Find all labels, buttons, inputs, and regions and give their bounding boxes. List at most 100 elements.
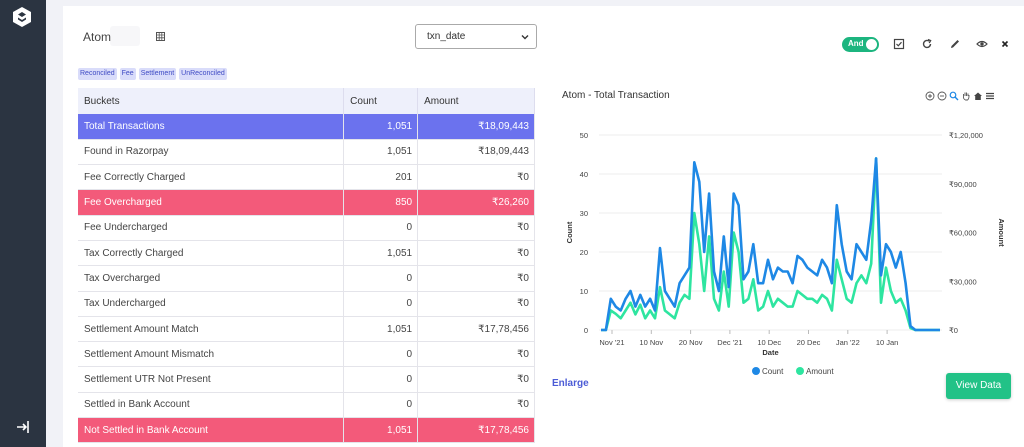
amount-cell: ₹0 — [417, 341, 535, 368]
filter-chip-reconciled[interactable]: Reconciled — [78, 68, 117, 80]
count-cell: 0 — [343, 341, 419, 368]
chart-title: Atom - Total Transaction — [562, 90, 670, 101]
amount-cell: ₹0 — [417, 164, 535, 191]
and-toggle[interactable]: And — [842, 37, 879, 52]
filter-chip-fee[interactable]: Fee — [119, 68, 136, 80]
table-row[interactable]: Total Transactions 1,051 ₹18,09,443 — [78, 114, 535, 140]
amount-cell: ₹0 — [417, 392, 535, 419]
y-right-tick-label: ₹1,20,000 — [949, 131, 983, 140]
table-row[interactable]: Found in Razorpay 1,051 ₹18,09,443 — [78, 139, 535, 166]
toggle-label: And — [848, 39, 864, 48]
bucket-cell: Tax Correctly Charged — [78, 240, 345, 267]
transaction-chart: 0 10 20 30 40 50 ₹0 ₹30,000 ₹60,000 ₹90,000 ₹1,20,… — [565, 131, 1006, 376]
filter-chips: Reconciled Fee Settlement UnReconciled — [78, 68, 227, 80]
x-tick-label: 10 Jan — [876, 338, 899, 347]
app-name: Atom — [83, 30, 112, 44]
buckets-table: Buckets Count Amount Total Transactions 1… — [78, 88, 535, 444]
enlarge-link[interactable]: Enlarge — [552, 378, 589, 389]
amount-cell: ₹0 — [417, 240, 535, 267]
close-icon[interactable] — [999, 38, 1011, 50]
count-cell: 1,051 — [343, 114, 419, 140]
table-row[interactable]: Tax Correctly Charged 1,051 ₹0 — [78, 240, 535, 267]
x-tick-label: 20 Nov — [679, 338, 703, 347]
series-line-amount — [601, 157, 940, 332]
table-row[interactable]: Not Settled in Bank Account 1,051 ₹17,78,4… — [78, 417, 535, 444]
count-cell: 850 — [343, 189, 419, 216]
legend-marker-count — [752, 367, 760, 375]
main-panel: Atom txn_date Reconciled Fee Settlement … — [63, 6, 1024, 447]
bucket-cell: Not Settled in Bank Account — [78, 417, 345, 444]
amount-cell: ₹0 — [417, 366, 535, 393]
amount-cell: ₹26,260 — [417, 189, 535, 216]
table-header-row: Buckets Count Amount — [78, 88, 535, 114]
bucket-cell: Found in Razorpay — [78, 139, 345, 166]
bucket-cell: Fee Undercharged — [78, 215, 345, 241]
series-line-count — [601, 157, 940, 332]
y-left-tick-label: 30 — [580, 209, 588, 218]
toggle-knob — [866, 39, 877, 50]
amount-cell: ₹17,78,456 — [417, 417, 535, 444]
check-square-icon[interactable] — [893, 38, 905, 50]
view-data-button[interactable]: View Data — [946, 373, 1011, 399]
table-row[interactable]: Settlement Amount Match 1,051 ₹17,78,456 — [78, 316, 535, 343]
count-cell: 0 — [343, 366, 419, 393]
eye-icon[interactable] — [976, 38, 988, 50]
y-right-tick-label: ₹60,000 — [949, 229, 977, 238]
bucket-cell: Settlement Amount Mismatch — [78, 341, 345, 368]
legend-marker-amount — [796, 367, 804, 375]
amount-cell: ₹0 — [417, 265, 535, 292]
zoom-in-icon[interactable] — [925, 91, 935, 101]
home-icon[interactable] — [973, 91, 983, 101]
bucket-cell: Settlement Amount Match — [78, 316, 345, 343]
edit-icon[interactable] — [949, 38, 961, 50]
refresh-icon[interactable] — [921, 38, 933, 50]
amount-cell: ₹0 — [417, 215, 535, 241]
table-row[interactable]: Settlement Amount Mismatch 0 ₹0 — [78, 341, 535, 368]
y-right-tick-label: ₹30,000 — [949, 277, 977, 286]
pan-hand-icon[interactable] — [961, 91, 971, 101]
magnify-icon[interactable] — [949, 91, 959, 101]
table-row[interactable]: Settled in Bank Account 0 ₹0 — [78, 392, 535, 419]
x-tick-label: Dec '21 — [717, 338, 742, 347]
x-tick-label: 20 Dec — [797, 338, 821, 347]
chart-toolbar — [925, 91, 995, 101]
amount-cell: ₹0 — [417, 291, 535, 317]
table-row[interactable]: Fee Overcharged 850 ₹26,260 — [78, 189, 535, 216]
amount-cell: ₹18,09,443 — [417, 139, 535, 166]
bucket-cell: Settled in Bank Account — [78, 392, 345, 419]
calendar-icon[interactable] — [156, 32, 165, 41]
amount-cell: ₹18,09,443 — [417, 114, 535, 140]
logout-icon[interactable] — [14, 418, 32, 436]
x-tick-label: 10 Nov — [639, 338, 663, 347]
header-count[interactable]: Count — [343, 88, 419, 114]
count-cell: 0 — [343, 291, 419, 317]
y-left-tick-label: 20 — [580, 248, 588, 257]
table-body: Total Transactions 1,051 ₹18,09,443 Found … — [78, 114, 535, 444]
table-row[interactable]: Tax Overcharged 0 ₹0 — [78, 265, 535, 292]
date-field-select[interactable]: txn_date — [415, 24, 537, 49]
x-tick-label: Nov '21 — [599, 338, 624, 347]
header-amount[interactable]: Amount — [417, 88, 535, 114]
count-cell: 1,051 — [343, 316, 419, 343]
count-cell: 0 — [343, 265, 419, 292]
header-buckets[interactable]: Buckets — [78, 88, 345, 114]
table-row[interactable]: Fee Correctly Charged 201 ₹0 — [78, 164, 535, 191]
amount-cell: ₹17,78,456 — [417, 316, 535, 343]
bucket-cell: Fee Correctly Charged — [78, 164, 345, 191]
table-row[interactable]: Settlement UTR Not Present 0 ₹0 — [78, 366, 535, 393]
filter-chip-settlement[interactable]: Settlement — [138, 68, 177, 80]
table-row[interactable]: Fee Undercharged 0 ₹0 — [78, 215, 535, 241]
filter-chip-unreconciled[interactable]: UnReconciled — [179, 68, 227, 80]
legend-label-count: Count — [762, 367, 784, 376]
table-row[interactable]: Tax Undercharged 0 ₹0 — [78, 291, 535, 317]
bucket-cell: Tax Overcharged — [78, 265, 345, 292]
count-cell: 0 — [343, 392, 419, 419]
y-left-axis-title: Count — [565, 221, 574, 243]
menu-icon[interactable] — [985, 91, 995, 101]
zoom-out-icon[interactable] — [937, 91, 947, 101]
app-name-field[interactable] — [110, 26, 140, 46]
y-right-axis-title: Amount — [997, 218, 1006, 247]
x-tick-label: Jan '22 — [836, 338, 860, 347]
app-logo-icon[interactable] — [10, 5, 34, 29]
count-cell: 1,051 — [343, 139, 419, 166]
